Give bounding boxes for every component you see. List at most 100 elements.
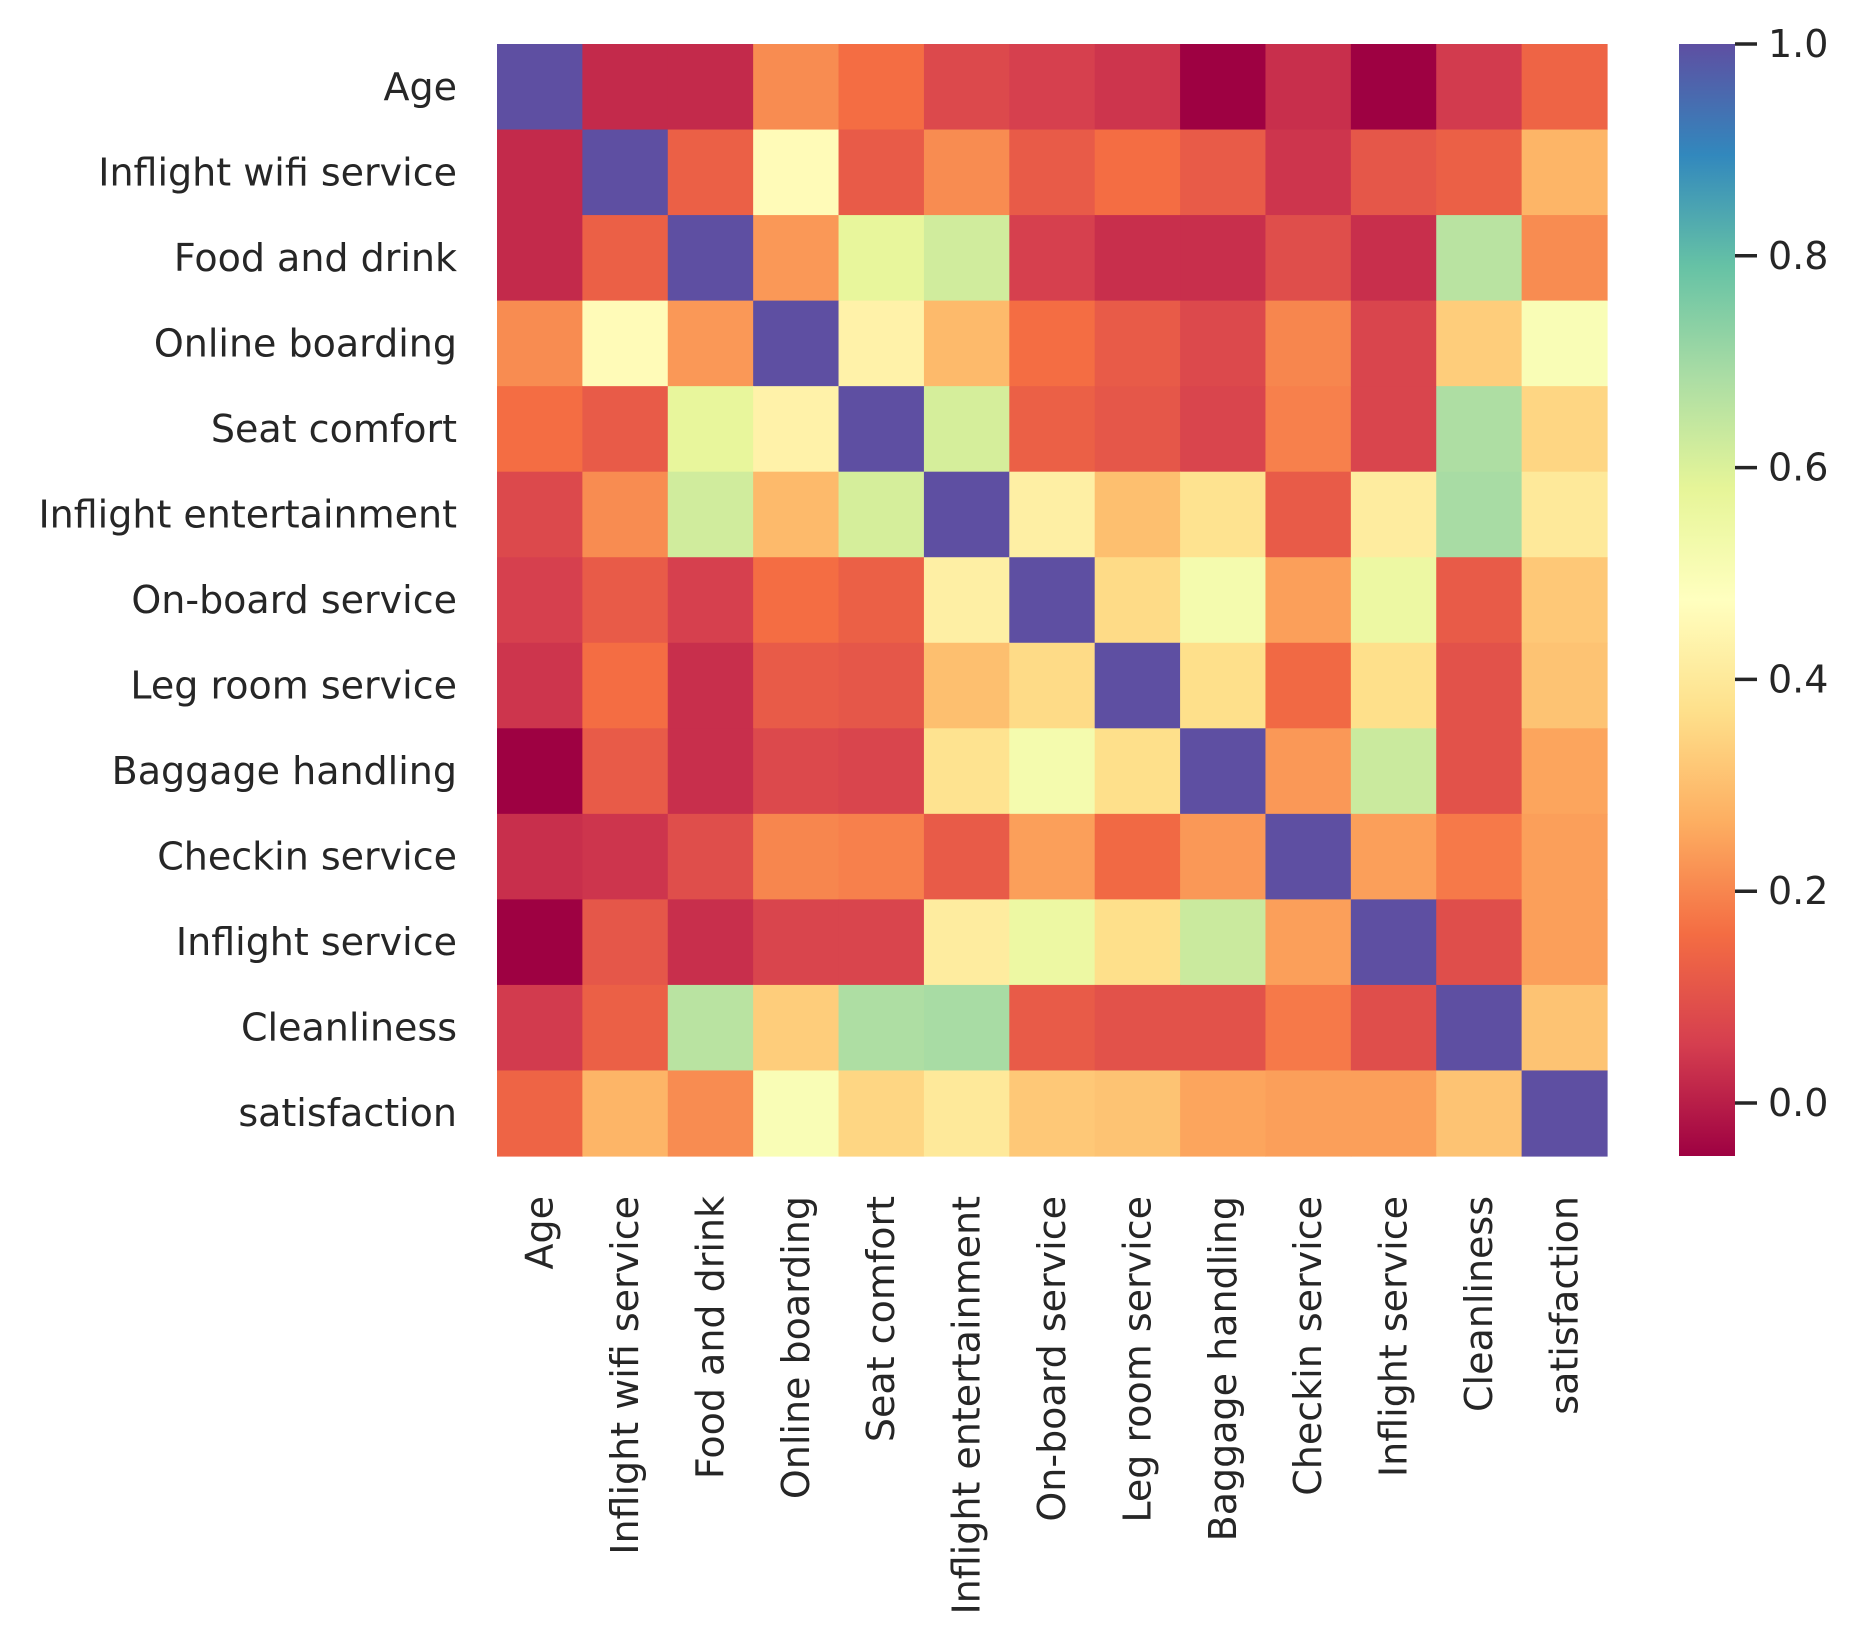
heatmap-cell — [1436, 1070, 1523, 1157]
heatmap-cell — [923, 44, 1010, 131]
heatmap-cell — [1436, 984, 1523, 1072]
colorbar-gradient — [1679, 44, 1735, 1156]
heatmap-cell — [582, 899, 669, 986]
heatmap-cell — [667, 984, 754, 1072]
heatmap-cell — [582, 813, 669, 900]
heatmap-cell — [1521, 386, 1608, 473]
y-tick-label: Inflight wifi service — [98, 150, 457, 194]
heatmap-cell — [497, 642, 583, 729]
y-tick-label: satisfaction — [238, 1091, 457, 1135]
heatmap-cell — [497, 899, 583, 986]
heatmap-cell — [582, 984, 669, 1072]
heatmap-cell — [1009, 899, 1096, 986]
x-tick-label: Leg room service — [1115, 1196, 1159, 1523]
heatmap-cell — [838, 1070, 925, 1157]
heatmap-cell — [582, 215, 669, 302]
heatmap-cell — [582, 471, 669, 558]
x-tick-label: satisfaction — [1542, 1196, 1586, 1415]
heatmap-cell — [1180, 386, 1267, 473]
heatmap-cell — [497, 984, 583, 1072]
heatmap-cell — [1350, 813, 1437, 900]
heatmap-cell — [497, 215, 583, 302]
heatmap-cell — [923, 300, 1010, 387]
heatmap-cell — [753, 1070, 840, 1157]
heatmap-cell — [1009, 215, 1096, 302]
heatmap-cell — [1350, 129, 1437, 216]
heatmap-cell — [838, 386, 925, 473]
heatmap-cell — [1180, 44, 1267, 131]
heatmap-cell — [838, 300, 925, 387]
x-tick-label: Checkin service — [1286, 1196, 1330, 1496]
heatmap-cell — [1180, 984, 1267, 1072]
heatmap-cell — [1094, 642, 1181, 729]
heatmap-cell — [923, 129, 1010, 216]
heatmap-cell — [838, 813, 925, 900]
heatmap-cell — [1180, 813, 1267, 900]
heatmap-cell — [838, 984, 925, 1072]
heatmap-cell — [923, 984, 1010, 1072]
heatmap-cell — [667, 300, 754, 387]
heatmap-cell — [1436, 300, 1523, 387]
heatmap-cell — [1265, 386, 1352, 473]
y-tick-label: Inflight service — [176, 920, 457, 964]
heatmap-cell — [1350, 386, 1437, 473]
heatmap-cell — [497, 129, 583, 216]
colorbar-tick-label: 0.0 — [1768, 1081, 1828, 1125]
heatmap-cell — [838, 471, 925, 558]
heatmap-cell — [923, 471, 1010, 558]
heatmap-cell — [1521, 1070, 1608, 1157]
heatmap-cell — [1009, 642, 1096, 729]
heatmap-cell — [1521, 642, 1608, 729]
heatmap-cell — [753, 300, 840, 387]
y-tick-label: Food and drink — [174, 236, 457, 280]
heatmap-cell — [1265, 44, 1352, 131]
heatmap-cell — [1009, 984, 1096, 1072]
heatmap-cell — [667, 813, 754, 900]
heatmap-cell — [1521, 44, 1608, 131]
heatmap-cell — [1265, 300, 1352, 387]
heatmap-cell — [582, 129, 669, 216]
heatmap-cell — [1265, 813, 1352, 900]
heatmap-cell — [1009, 471, 1096, 558]
heatmap-cell — [1436, 215, 1523, 302]
heatmap-cell — [1009, 129, 1096, 216]
heatmap-cell — [497, 557, 583, 644]
y-tick-label: Cleanliness — [241, 1006, 457, 1050]
y-tick-label: Baggage handling — [112, 749, 457, 793]
x-tick-label: Inflight wifi service — [603, 1196, 647, 1555]
heatmap-cell — [1180, 557, 1267, 644]
x-tick-label: Seat comfort — [859, 1196, 903, 1442]
heatmap-cell — [497, 1070, 583, 1157]
heatmap-cell — [1350, 1070, 1437, 1157]
heatmap-cell — [923, 386, 1010, 473]
heatmap-cell — [1350, 300, 1437, 387]
heatmap-cell — [1009, 1070, 1096, 1157]
heatmap-cell — [1094, 728, 1181, 815]
heatmap-cell — [1009, 813, 1096, 900]
heatmap-cell — [1521, 129, 1608, 216]
heatmap-cell — [1350, 557, 1437, 644]
heatmap-cell — [1521, 728, 1608, 815]
heatmap-cell — [1265, 129, 1352, 216]
heatmap-cell — [1436, 44, 1523, 131]
heatmap-cell — [1094, 899, 1181, 986]
heatmap-cell — [1521, 984, 1608, 1072]
heatmap-cell — [667, 899, 754, 986]
heatmap-cell — [1265, 728, 1352, 815]
heatmap-cell — [667, 557, 754, 644]
heatmap-cell — [1180, 129, 1267, 216]
heatmap-cell — [1521, 813, 1608, 900]
y-axis-tick-labels: Age Inflight wifi service Food and drink On… — [38, 65, 457, 1135]
y-tick-label: On-board service — [131, 578, 457, 622]
heatmap-cell — [1094, 984, 1181, 1072]
heatmap-cell — [582, 557, 669, 644]
heatmap-cell — [1436, 471, 1523, 558]
heatmap-cell — [1009, 44, 1096, 131]
heatmap-cell — [1521, 471, 1608, 558]
heatmap-cell — [582, 728, 669, 815]
heatmap-cell — [838, 44, 925, 131]
heatmap-cell — [1436, 129, 1523, 216]
y-tick-label: Checkin service — [157, 835, 457, 879]
heatmap-cell — [753, 44, 840, 131]
heatmap-cell — [1094, 471, 1181, 558]
